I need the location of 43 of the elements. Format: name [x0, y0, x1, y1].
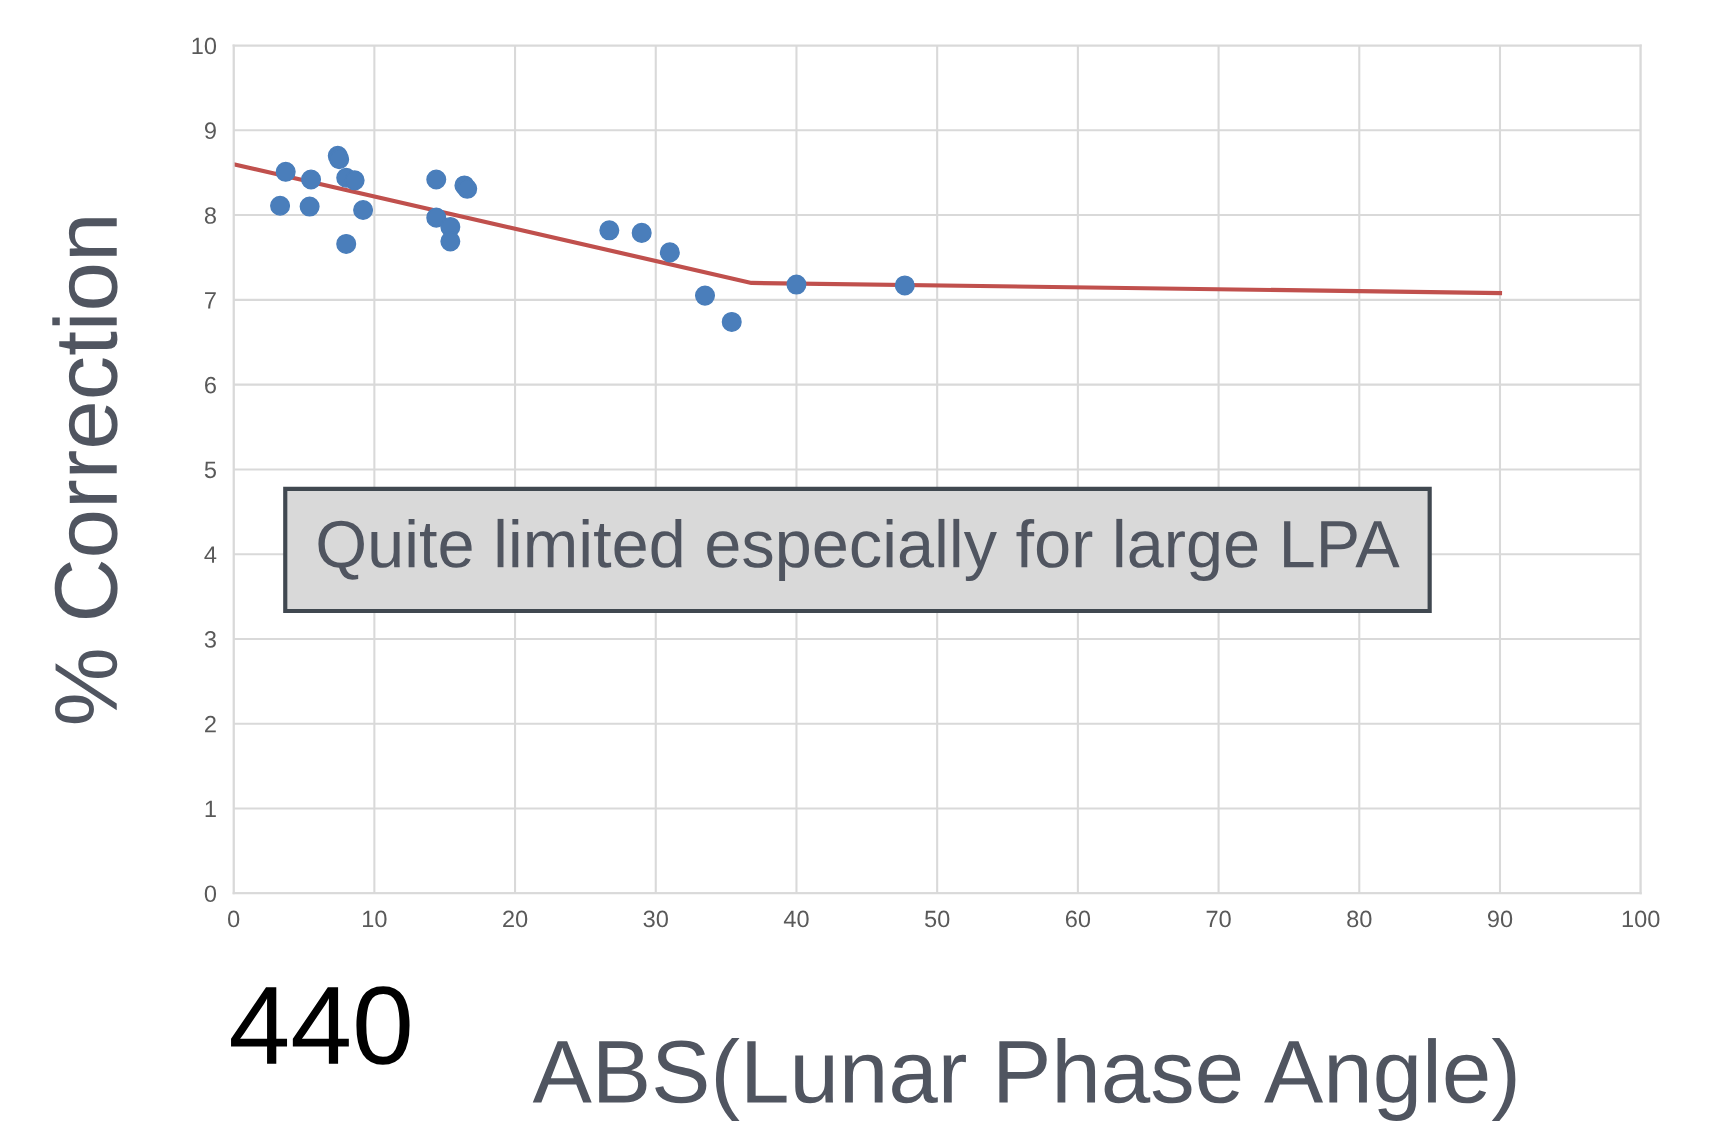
x-axis-title: ABS(Lunar Phase Angle)	[532, 1038, 1516, 1121]
y-tick-label: 6	[205, 376, 216, 394]
point	[353, 199, 374, 221]
y-tick-label: 3	[204, 631, 216, 648]
y-tick-label: 9	[204, 122, 216, 140]
x-tick-label: 30	[643, 910, 668, 928]
y-tick-label: 10	[192, 37, 217, 55]
x-tick-label: 70	[1206, 910, 1231, 928]
x-tick-label: 60	[1065, 910, 1091, 928]
y-tick-label: 8	[204, 207, 216, 224]
x-tick-label: 90	[1487, 910, 1513, 928]
point	[301, 169, 322, 190]
point	[659, 242, 680, 263]
x-tick-label: 100	[1622, 910, 1660, 928]
point	[894, 275, 915, 296]
point	[440, 231, 461, 252]
x-tick-label: 0	[228, 910, 240, 928]
y-tick-label: 5	[204, 461, 216, 479]
y-tick-label: 1	[205, 800, 216, 818]
annotation: Quite limited especially for large LPA	[318, 518, 1400, 582]
point	[631, 222, 652, 243]
text: 440	[231, 986, 410, 1065]
x-tick-label: 40	[783, 910, 809, 928]
point	[270, 195, 291, 216]
x-tick-label: 20	[503, 910, 528, 928]
x-tick-label: 80	[1347, 910, 1372, 928]
x-tick-label: 50	[924, 910, 950, 928]
point	[344, 170, 365, 191]
point	[336, 233, 357, 254]
point	[275, 161, 296, 182]
point	[426, 169, 447, 190]
point	[299, 196, 320, 217]
y-tick-label: 7	[205, 292, 216, 309]
y-axis-title: % Correction	[52, 218, 118, 724]
point	[426, 207, 447, 228]
y-tick-label: 0	[204, 885, 217, 903]
point	[721, 311, 742, 332]
point	[694, 285, 716, 306]
y-tick-label: 4	[204, 546, 217, 563]
x-tick-label: 10	[363, 910, 387, 928]
point	[786, 274, 807, 295]
y-tick-label: 2	[205, 715, 216, 733]
point	[599, 220, 620, 241]
